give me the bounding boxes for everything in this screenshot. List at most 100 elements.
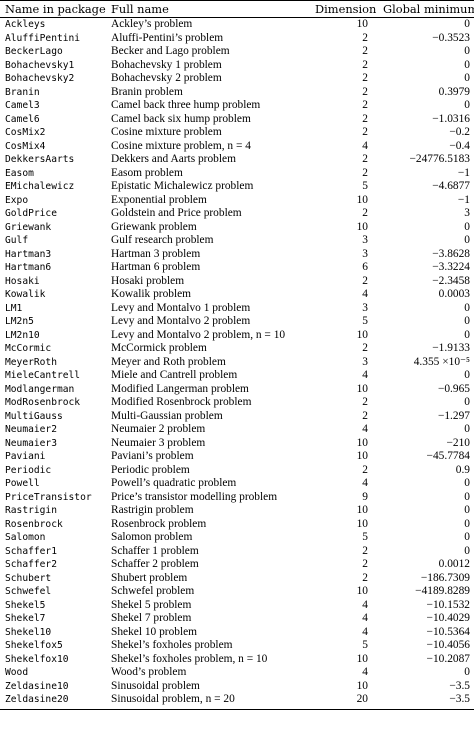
table-row: Schaffer1 Schaffer 1 problem 2 0 bbox=[0, 545, 474, 559]
cell-dimension: 2 bbox=[362, 153, 368, 165]
cell-dimension: 4 bbox=[362, 423, 368, 435]
table-row: GoldPrice Goldstein and Price problem 2 3 bbox=[0, 207, 474, 221]
table-row: Powell Powell’s quadratic problem 4 0 bbox=[0, 477, 474, 491]
cell-full-name: Branin problem bbox=[111, 85, 183, 98]
header-global-minimum: Global minimum bbox=[383, 2, 474, 16]
cell-full-name: Shekel 5 problem bbox=[111, 598, 192, 611]
cell-full-name: Epistatic Michalewicz problem bbox=[111, 180, 254, 192]
cell-full-name: Price’s transistor modelling problem bbox=[111, 490, 278, 503]
cell-global-minimum: −210 bbox=[446, 436, 470, 449]
cell-name-in-package: MieleCantrell bbox=[5, 370, 81, 381]
cell-full-name: Kowalik problem bbox=[111, 288, 192, 300]
cell-global-minimum: −4189.8289 bbox=[415, 585, 470, 597]
cell-name-in-package: LM2n10 bbox=[5, 329, 40, 341]
cell-global-minimum: 0 bbox=[464, 531, 470, 543]
table-row: Shekel5 Shekel 5 problem 4 −10.1532 bbox=[0, 599, 474, 613]
table-row: LM2n10 Levy and Montalvo 2 problem, n = 1… bbox=[0, 329, 474, 343]
cell-global-minimum: −1 bbox=[457, 166, 470, 179]
cell-dimension: 2 bbox=[362, 126, 368, 138]
cell-dimension: 2 bbox=[362, 463, 368, 476]
cell-global-minimum: 0 bbox=[464, 301, 470, 314]
cell-global-minimum: 0 bbox=[464, 99, 470, 111]
cell-full-name: Meyer and Roth problem bbox=[111, 355, 226, 368]
table-row: DekkersAarts Dekkers and Aarts problem 2 −2… bbox=[0, 153, 474, 167]
cell-name-in-package: Neumaier3 bbox=[5, 437, 57, 449]
bottom-rule bbox=[0, 708, 474, 710]
cell-name-in-package: Schwefel bbox=[5, 586, 52, 597]
header-dimension: Dimension bbox=[315, 2, 377, 16]
cell-name-in-package: Schaffer1 bbox=[5, 545, 57, 557]
table-row: MultiGauss Multi-Gaussian problem 2 −1.297 bbox=[0, 410, 474, 424]
cell-global-minimum: 0 bbox=[464, 220, 470, 233]
cell-name-in-package: Rosenbrock bbox=[5, 518, 63, 530]
table-row: Modlangerman Modified Langerman problem 10… bbox=[0, 383, 474, 397]
cell-dimension: 6 bbox=[362, 261, 368, 273]
cell-name-in-package: Zeldasine10 bbox=[5, 680, 69, 692]
cell-dimension: 2 bbox=[362, 558, 368, 570]
cell-global-minimum: −10.1532 bbox=[426, 598, 470, 611]
cell-name-in-package: Camel3 bbox=[5, 100, 40, 111]
cell-name-in-package: Modlangerman bbox=[5, 383, 75, 395]
cell-dimension: 2 bbox=[362, 409, 368, 422]
cell-name-in-package: LM1 bbox=[5, 302, 23, 314]
cell-full-name: Sinusoidal problem, n = 20 bbox=[111, 693, 235, 705]
cell-dimension: 10 bbox=[356, 382, 368, 395]
cell-global-minimum: −3.8628 bbox=[432, 247, 470, 260]
cell-full-name: Rastrigin problem bbox=[111, 504, 194, 516]
cell-global-minimum: −1.9133 bbox=[432, 342, 470, 354]
cell-full-name: Griewank problem bbox=[111, 220, 197, 233]
cell-dimension: 5 bbox=[362, 639, 368, 651]
cell-full-name: Gulf research problem bbox=[111, 234, 214, 246]
cell-name-in-package: MeyerRoth bbox=[5, 356, 57, 368]
cell-global-minimum: 0 bbox=[464, 423, 470, 435]
cell-name-in-package: MultiGauss bbox=[5, 410, 63, 422]
cell-global-minimum: 0 bbox=[464, 369, 470, 381]
table-row: Neumaier3 Neumaier 3 problem 10 −210 bbox=[0, 437, 474, 451]
cell-dimension: 10 bbox=[356, 193, 368, 206]
cell-full-name: Periodic problem bbox=[111, 463, 190, 476]
cell-dimension: 2 bbox=[362, 58, 368, 71]
cell-global-minimum: 0 bbox=[464, 504, 470, 516]
header-full-name: Full name bbox=[111, 2, 169, 16]
cell-full-name: Shekel’s foxholes problem bbox=[111, 639, 233, 651]
cell-full-name: Modified Rosenbrock problem bbox=[111, 396, 252, 408]
cell-global-minimum: 0 bbox=[464, 315, 470, 327]
cell-global-minimum: 0 bbox=[464, 328, 470, 341]
cell-global-minimum: −0.3523 bbox=[432, 31, 470, 44]
cell-name-in-package: Ackleys bbox=[5, 19, 46, 30]
table-row: Branin Branin problem 2 0.3979 bbox=[0, 86, 474, 100]
cell-global-minimum: 0.3979 bbox=[438, 85, 470, 98]
cell-dimension: 2 bbox=[362, 342, 368, 354]
cell-global-minimum: 0 bbox=[464, 45, 470, 57]
cell-dimension: 2 bbox=[362, 274, 368, 287]
cell-name-in-package: Gulf bbox=[5, 235, 29, 246]
cell-full-name: Shekel 7 problem bbox=[111, 612, 192, 624]
table-row: Schaffer2 Schaffer 2 problem 2 0.0012 bbox=[0, 558, 474, 572]
table-row: LM1 Levy and Montalvo 1 problem 3 0 bbox=[0, 302, 474, 316]
cell-name-in-package: AluffiPentini bbox=[5, 32, 81, 44]
cell-dimension: 2 bbox=[362, 166, 368, 179]
cell-full-name: Wood’s problem bbox=[111, 666, 187, 678]
table-row: Bohachevsky2 Bohachevsky 2 problem 2 0 bbox=[0, 72, 474, 86]
cell-name-in-package: Salomon bbox=[5, 532, 46, 543]
cell-full-name: Neumaier 2 problem bbox=[111, 423, 206, 435]
cell-global-minimum: 0 bbox=[464, 18, 470, 30]
cell-dimension: 10 bbox=[356, 328, 368, 341]
table-row: ModRosenbrock Modified Rosenbrock problem… bbox=[0, 396, 474, 410]
cell-dimension: 3 bbox=[362, 301, 368, 314]
cell-name-in-package: McCormic bbox=[5, 343, 52, 354]
cell-name-in-package: Kowalik bbox=[5, 289, 46, 300]
cell-name-in-package: Branin bbox=[5, 86, 40, 98]
cell-global-minimum: −1.297 bbox=[437, 409, 470, 422]
cell-full-name: Rosenbrock problem bbox=[111, 517, 207, 530]
cell-global-minimum: 0 bbox=[464, 490, 470, 503]
cell-full-name: Modified Langerman problem bbox=[111, 382, 249, 395]
cell-global-minimum: 0.0012 bbox=[438, 558, 470, 570]
cell-name-in-package: Periodic bbox=[5, 464, 52, 476]
cell-global-minimum: 0.0003 bbox=[438, 288, 470, 300]
cell-full-name: Schwefel problem bbox=[111, 585, 195, 597]
cell-dimension: 20 bbox=[356, 693, 368, 705]
table-row: Bohachevsky1 Bohachevsky 1 problem 2 0 bbox=[0, 59, 474, 73]
cell-full-name: Paviani’s problem bbox=[111, 450, 194, 462]
table-row: Zeldasine20 Sinusoidal problem, n = 20 20 −… bbox=[0, 693, 474, 707]
